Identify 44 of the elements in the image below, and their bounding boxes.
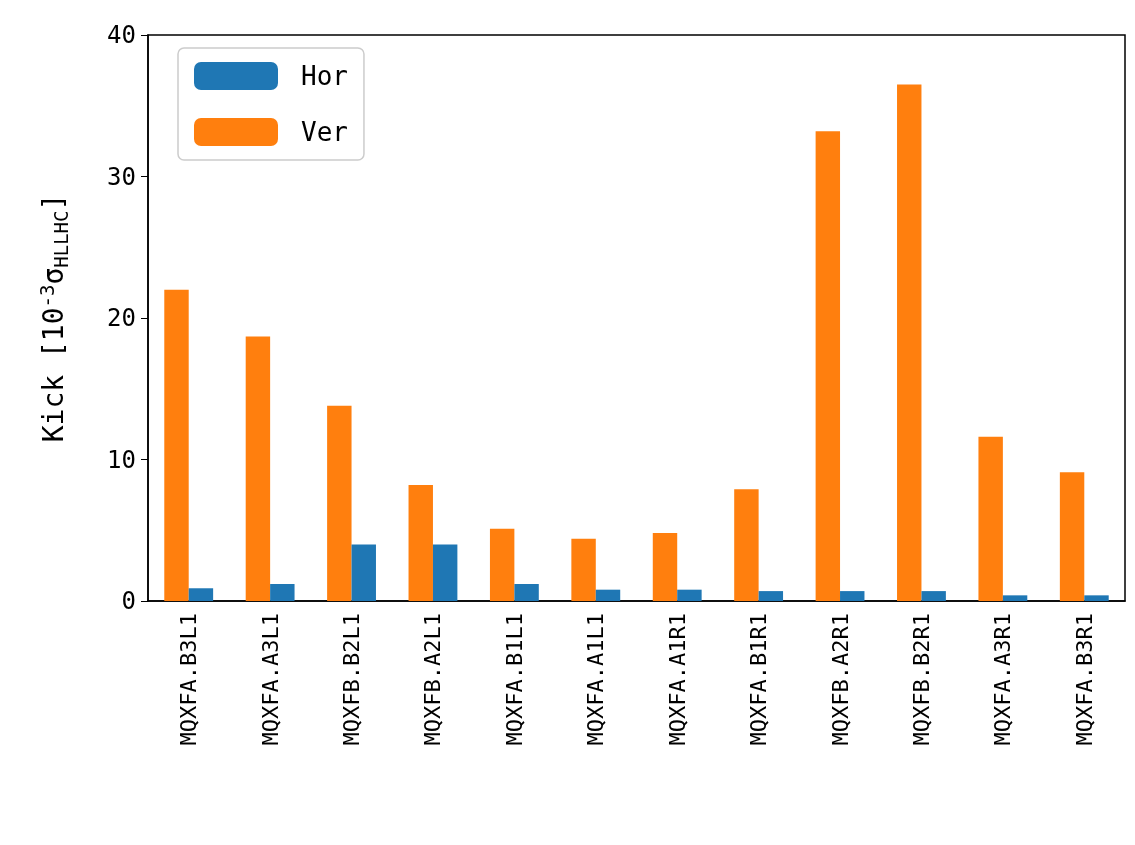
bar	[245, 336, 271, 601]
y-axis-title: Kick [10-3σHLLHC]	[35, 193, 72, 443]
bar	[432, 544, 458, 601]
bar	[1084, 595, 1109, 601]
legend-label: Ver	[301, 117, 348, 147]
x-tick-label: MQXFA.A3L1	[257, 613, 283, 746]
bar	[978, 436, 1003, 601]
y-tick-label: 10	[107, 445, 136, 474]
bar	[571, 538, 596, 601]
bar	[351, 544, 376, 601]
bar	[489, 528, 515, 601]
x-tick-label: MQXFB.A2L1	[420, 613, 446, 746]
y-tick-label: 0	[121, 587, 136, 615]
bar	[758, 591, 784, 601]
x-tick-label: MQXFB.B2R1	[908, 613, 934, 746]
x-tick-label: MQXFA.B3R1	[1071, 613, 1097, 746]
bar	[677, 589, 702, 601]
bar	[595, 589, 621, 601]
bar	[514, 584, 539, 601]
legend-label: Hor	[301, 61, 348, 91]
x-tick-label: MQXFA.B3L1	[176, 613, 202, 746]
bar	[897, 84, 922, 601]
bar	[921, 591, 946, 601]
bar	[164, 289, 189, 601]
x-tick-label: MQXFA.A1R1	[664, 613, 690, 746]
bar	[815, 131, 841, 601]
bar	[188, 588, 214, 601]
x-tick-label: MQXFB.B2L1	[339, 613, 365, 746]
x-tick-label: MQXFA.B1L1	[501, 613, 527, 746]
x-tick-label: MQXFA.A3R1	[990, 613, 1016, 746]
bar	[408, 484, 433, 601]
y-tick-label: 30	[107, 162, 136, 191]
bar	[840, 591, 865, 601]
y-tick-label: 40	[107, 21, 136, 49]
bar	[270, 584, 295, 601]
bar	[1059, 472, 1085, 601]
x-tick-label: MQXFB.A2R1	[827, 613, 853, 746]
x-tick-label: MQXFA.B1R1	[746, 613, 772, 746]
y-tick-label: 20	[107, 304, 136, 332]
bar	[652, 533, 678, 601]
bar	[327, 405, 352, 601]
x-tick-label: MQXFA.A1L1	[583, 613, 609, 746]
bar	[1002, 595, 1028, 601]
bar	[734, 489, 759, 601]
